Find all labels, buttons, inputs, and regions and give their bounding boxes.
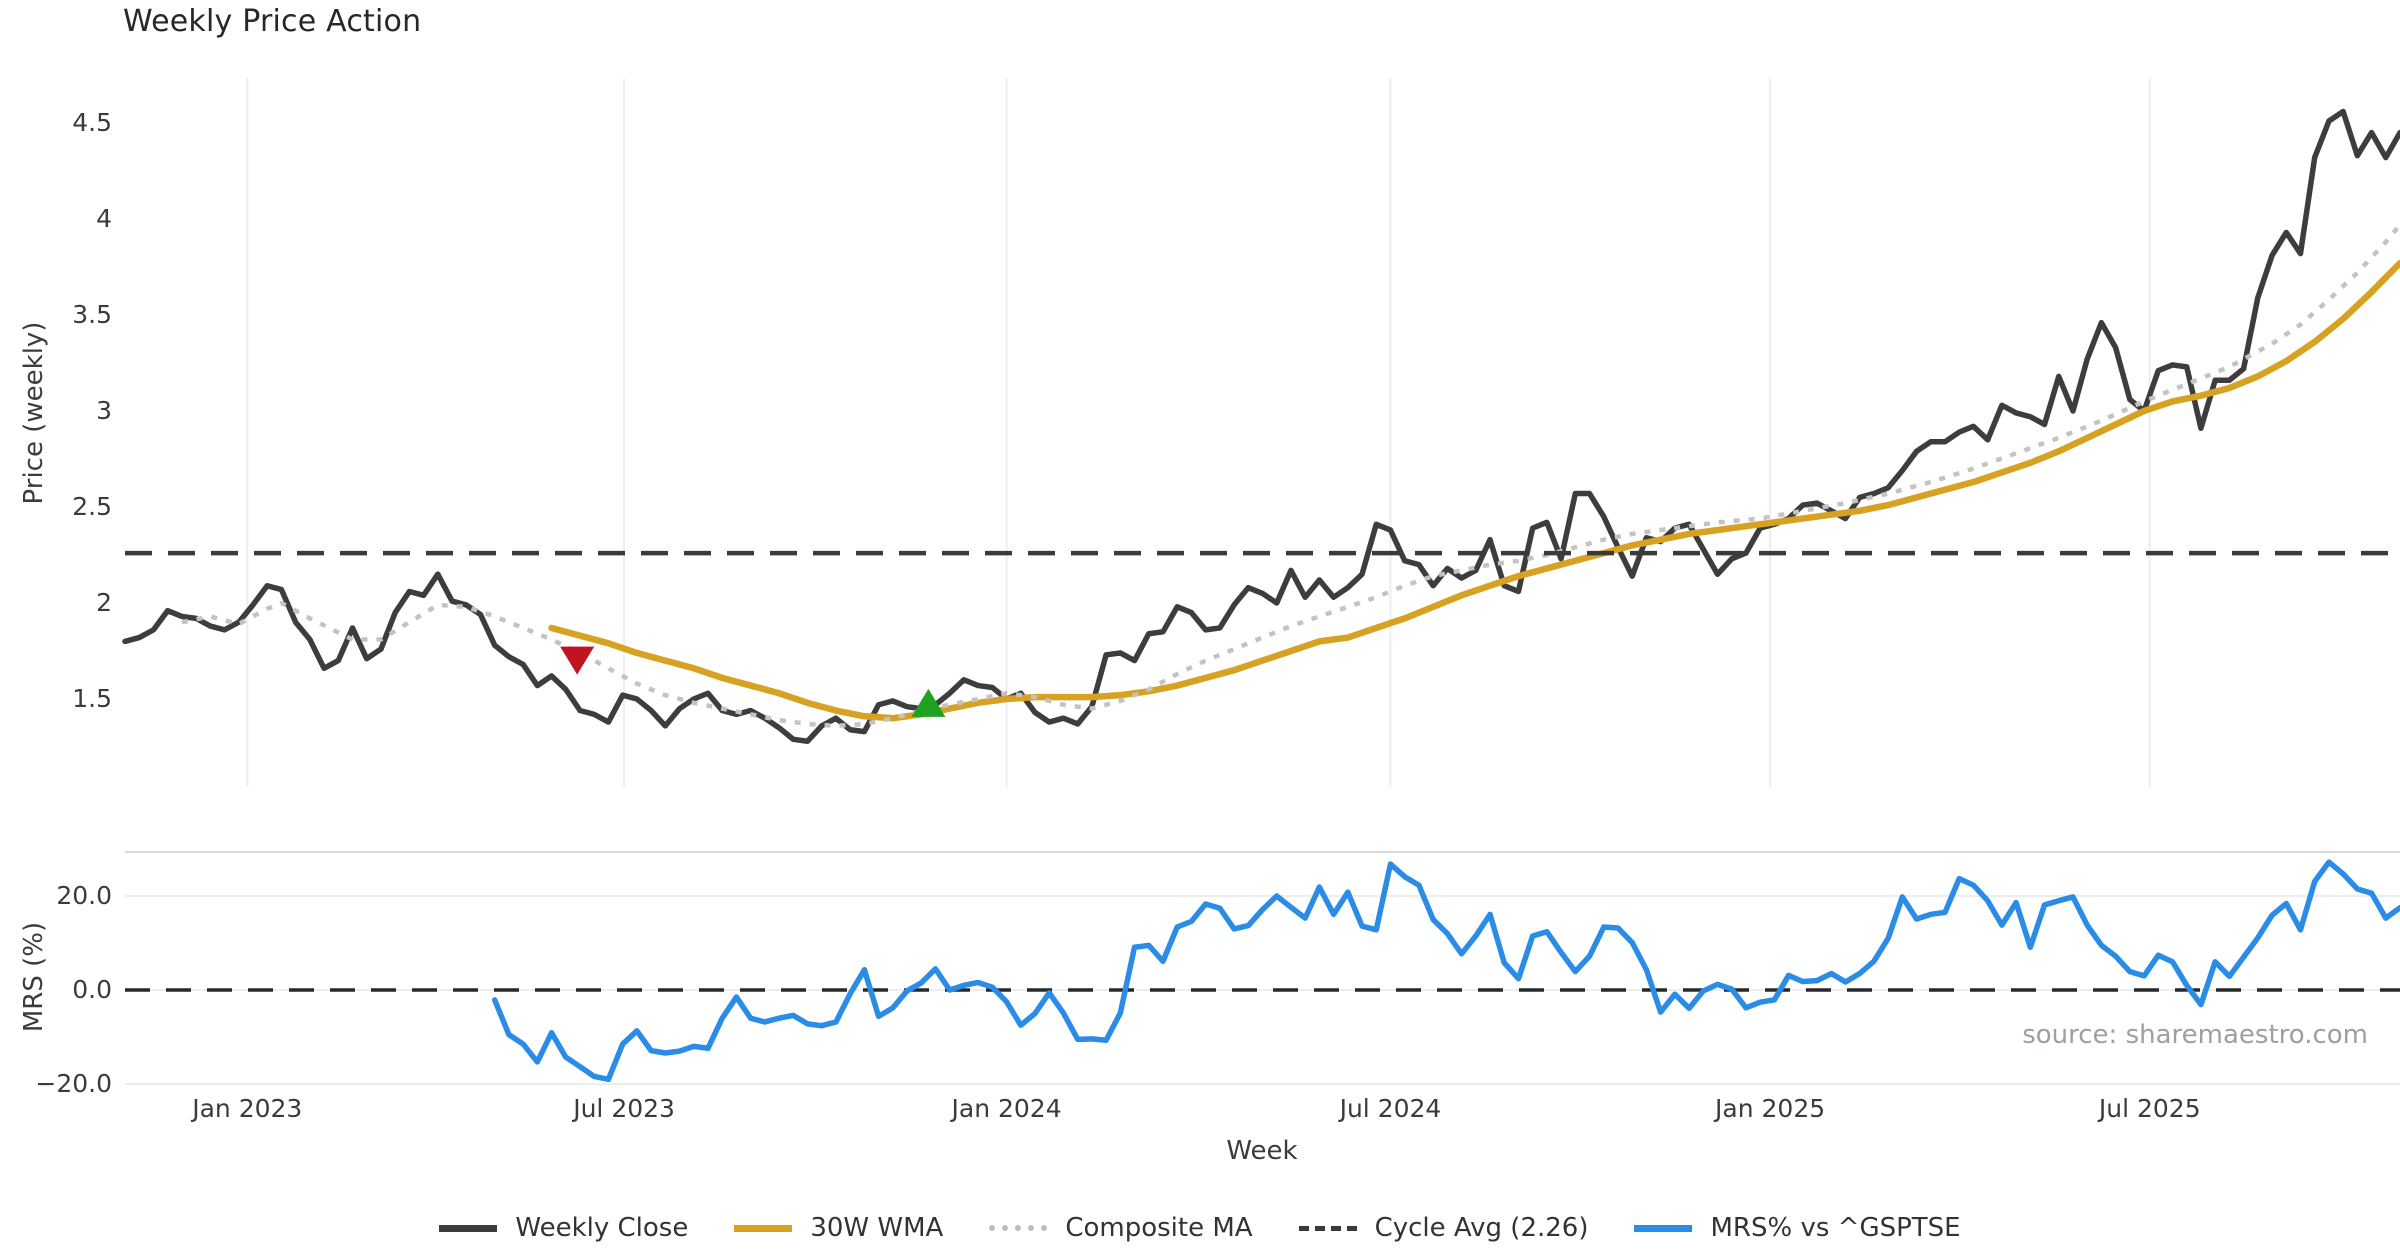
series-30w-wma bbox=[548, 259, 2400, 722]
legend-item-mrs-vs-gsptse: MRS% vs ^GSPTSE bbox=[1634, 1213, 1961, 1243]
price-y-tick-label: 2 bbox=[96, 588, 112, 617]
x-tick-label: Jul 2025 bbox=[2098, 1094, 2201, 1123]
legend-item-weekly-close: Weekly Close bbox=[439, 1213, 688, 1243]
series-composite-ma bbox=[181, 223, 2400, 729]
legend-swatch-composite-ma bbox=[989, 1225, 1048, 1231]
source-note: source: sharemaestro.com bbox=[2022, 1020, 2368, 1050]
marker-triangle-down bbox=[560, 646, 595, 675]
series-mrs-vs-gsptse bbox=[491, 859, 2400, 1083]
legend-item-30w-wma: 30W WMA bbox=[734, 1213, 943, 1243]
x-axis-title: Week bbox=[1226, 1136, 1298, 1166]
legend-item-cycle-avg-2-26: Cycle Avg (2.26) bbox=[1298, 1213, 1589, 1243]
mrs-y-tick-label: −20.0 bbox=[35, 1069, 112, 1098]
legend-label-composite-ma: Composite MA bbox=[1065, 1213, 1253, 1243]
x-tick-label: Jan 2024 bbox=[951, 1094, 1062, 1123]
x-tick-label: Jan 2025 bbox=[1715, 1094, 1826, 1123]
legend-label-mrs-vs-gsptse: MRS% vs ^GSPTSE bbox=[1710, 1213, 1961, 1243]
series-weekly-close bbox=[122, 108, 2400, 744]
legend-label-30w-wma: 30W WMA bbox=[810, 1213, 944, 1243]
price-y-tick-label: 4.5 bbox=[72, 108, 112, 137]
legend-swatch-mrs-vs-gsptse bbox=[1634, 1224, 1693, 1232]
legend-swatch-weekly-close bbox=[439, 1224, 498, 1232]
legend: Weekly Close 30W WMA Composite MA Cycle Avg… bbox=[0, 1213, 2400, 1243]
price-y-tick-label: 3 bbox=[96, 396, 112, 425]
price-y-tick-label: 1.5 bbox=[72, 684, 112, 713]
x-tick-label: Jan 2023 bbox=[192, 1094, 303, 1123]
price-y-tick-label: 2.5 bbox=[72, 492, 112, 521]
x-tick-label: Jul 2024 bbox=[1339, 1094, 1442, 1123]
price-y-tick-label: 3.5 bbox=[72, 300, 112, 329]
legend-item-composite-ma: Composite MA bbox=[989, 1213, 1253, 1243]
legend-swatch-cycle-avg-2-26 bbox=[1298, 1225, 1357, 1231]
chart-title: Weekly Price Action bbox=[123, 4, 422, 39]
legend-label-cycle-avg-2-26: Cycle Avg (2.26) bbox=[1374, 1213, 1589, 1243]
price-y-tick-label: 4 bbox=[96, 204, 112, 233]
legend-swatch-30w-wma bbox=[734, 1224, 793, 1232]
mrs-y-tick-label: 0.0 bbox=[72, 975, 112, 1004]
mrs-y-tick-label: 20.0 bbox=[56, 881, 112, 910]
marker-triangle-up bbox=[911, 688, 946, 717]
x-tick-label: Jul 2023 bbox=[573, 1094, 675, 1123]
legend-label-weekly-close: Weekly Close bbox=[515, 1213, 689, 1243]
